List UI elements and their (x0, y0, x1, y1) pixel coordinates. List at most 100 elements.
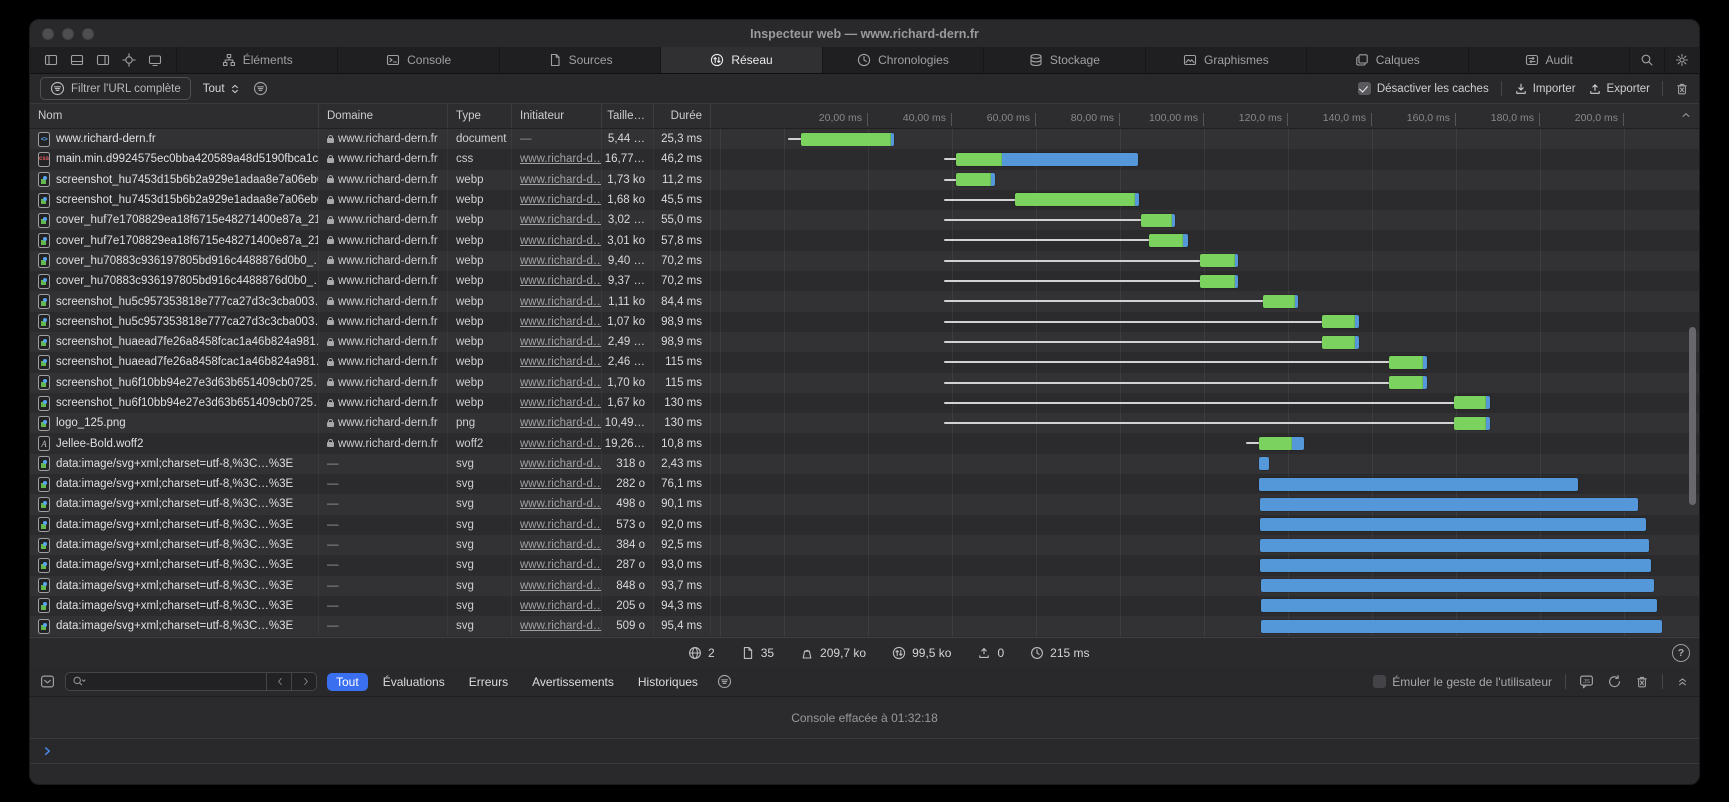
close-button[interactable] (42, 27, 54, 40)
dock-right-icon[interactable] (96, 53, 110, 67)
initiator-link[interactable]: www.richard-d… (520, 336, 602, 349)
initiator-link[interactable]: www.richard-d… (520, 579, 602, 592)
tab-audit[interactable]: Audit (1467, 47, 1629, 73)
console-options-icon[interactable] (717, 674, 732, 689)
initiator-link[interactable]: www.richard-d… (520, 620, 602, 633)
initiator-link[interactable]: www.richard-d… (520, 376, 602, 389)
vertical-scrollbar[interactable] (1689, 327, 1696, 505)
column-header-initiator[interactable]: Initiateur (512, 104, 602, 128)
table-row[interactable]: data:image/svg+xml;charset=utf-8,%3C…%3E… (30, 595, 1699, 617)
initiator-link[interactable]: www.richard-d… (520, 539, 602, 552)
tab-calques[interactable]: Calques (1306, 47, 1467, 73)
column-header-duration[interactable]: Durée (654, 104, 711, 128)
column-header-name[interactable]: Nom (30, 104, 319, 128)
table-row[interactable]: screenshot_huaead7fe26a8458fcac1a46b824a… (30, 331, 1699, 353)
initiator-link[interactable]: www.richard-d… (520, 254, 602, 267)
disable-caches-checkbox[interactable]: Désactiver les caches (1357, 82, 1489, 95)
tab-elements[interactable]: Éléments (176, 47, 337, 73)
initiator-link[interactable]: www.richard-d… (520, 559, 602, 572)
chevron-up-icon[interactable] (1680, 109, 1692, 121)
initiator-link[interactable]: www.richard-d… (520, 214, 602, 227)
tab-sources[interactable]: Sources (498, 47, 660, 73)
dock-left-icon[interactable] (44, 53, 58, 67)
table-row[interactable]: cover_huf7e1708829ea18f6715e48271400e87a… (30, 210, 1699, 231)
initiator-link[interactable]: www.richard-d… (520, 397, 602, 409)
console-filter-erreurs[interactable]: Erreurs (468, 674, 509, 689)
dock-bottom-icon[interactable] (70, 53, 84, 67)
settings-button[interactable] (1664, 47, 1699, 73)
url-filter-field[interactable]: Filtrer l'URL complète (40, 77, 191, 100)
table-row[interactable]: data:image/svg+xml;charset=utf-8,%3C…%3E… (30, 555, 1699, 576)
table-row[interactable]: screenshot_hu6f10bb94e27e3d63b651409cb07… (30, 372, 1699, 393)
console-filter-avertissements[interactable]: Avertissements (532, 674, 614, 689)
initiator-link[interactable]: www.richard-d… (520, 437, 602, 450)
table-row[interactable]: www.richard-dern.fr www.richard-dern.fr … (30, 129, 1699, 150)
initiator-link[interactable]: www.richard-d… (520, 173, 602, 186)
initiator-link[interactable]: www.richard-d… (520, 518, 602, 531)
table-row[interactable]: main.min.d9924575ec0bba420589a48d5190fbc… (30, 149, 1699, 170)
console-filter-box-icon[interactable] (40, 674, 55, 689)
table-row[interactable]: data:image/svg+xml;charset=utf-8,%3C…%3E… (30, 514, 1699, 535)
tab-reseau[interactable]: Réseau (660, 47, 822, 73)
js-context-icon[interactable]: JS (1579, 674, 1594, 689)
initiator-link[interactable]: www.richard-d… (520, 153, 602, 166)
filter-options-icon[interactable] (253, 81, 268, 96)
tab-stockage[interactable]: Stockage (983, 47, 1144, 73)
table-row[interactable]: screenshot_hu5c957353818e777ca27d3c3cba0… (30, 291, 1699, 312)
initiator-link[interactable]: www.richard-d… (520, 194, 602, 207)
inspect-target-icon[interactable] (122, 53, 136, 67)
table-row[interactable]: data:image/svg+xml;charset=utf-8,%3C…%3E… (30, 616, 1699, 637)
resource-scope-select[interactable]: Tout (203, 83, 241, 95)
emulate-user-gesture-checkbox[interactable]: Émuler le geste de l'utilisateur (1373, 675, 1552, 689)
tab-chronologies[interactable]: Chronologies (821, 47, 983, 73)
table-row[interactable]: screenshot_hu5c957353818e777ca27d3c3cba0… (30, 311, 1699, 332)
initiator-link[interactable]: www.richard-d… (520, 356, 602, 369)
table-row[interactable]: cover_hu70883c936197805bd916c4488876d0b0… (30, 250, 1699, 272)
table-row[interactable]: cover_huf7e1708829ea18f6715e48271400e87a… (30, 230, 1699, 251)
initiator-link[interactable]: www.richard-d… (520, 417, 602, 430)
clear-network-trash-icon[interactable] (1675, 82, 1689, 96)
table-row[interactable]: data:image/svg+xml;charset=utf-8,%3C…%3E… (30, 453, 1699, 475)
console-prompt-row[interactable] (30, 739, 1699, 764)
table-row[interactable]: data:image/svg+xml;charset=utf-8,%3C…%3E… (30, 534, 1699, 556)
table-row[interactable]: data:image/svg+xml;charset=utf-8,%3C…%3E… (30, 474, 1699, 495)
console-filter-historiques[interactable]: Historiques (637, 674, 698, 689)
console-search-input[interactable] (90, 673, 266, 690)
table-row[interactable]: logo_125.png www.richard-dern.fr png www… (30, 413, 1699, 434)
next-result-button[interactable] (291, 673, 316, 690)
table-row[interactable]: data:image/svg+xml;charset=utf-8,%3C…%3E… (30, 575, 1699, 596)
console-filter-tout[interactable]: Tout (327, 672, 368, 691)
table-row[interactable]: data:image/svg+xml;charset=utf-8,%3C…%3E… (30, 494, 1699, 515)
table-row[interactable]: screenshot_huaead7fe26a8458fcac1a46b824a… (30, 352, 1699, 373)
table-row[interactable]: Jellee-Bold.woff2 www.richard-dern.fr wo… (30, 433, 1699, 454)
initiator-link[interactable]: www.richard-d… (520, 234, 602, 247)
table-row[interactable]: cover_hu70883c936197805bd916c4488876d0b0… (30, 271, 1699, 292)
table-row[interactable]: screenshot_hu7453d15b6b2a929e1adaa8e7a06… (30, 169, 1699, 190)
initiator-link[interactable]: www.richard-d… (520, 315, 602, 328)
initiator-link[interactable]: www.richard-d… (520, 478, 602, 491)
device-icon[interactable] (148, 53, 162, 67)
initiator-link[interactable]: www.richard-d… (520, 599, 602, 612)
console-search-field[interactable] (65, 672, 317, 691)
tab-console[interactable]: Console (337, 47, 498, 73)
previous-result-button[interactable] (266, 673, 291, 690)
search-button[interactable] (1629, 47, 1664, 73)
tab-graphismes[interactable]: Graphismes (1144, 47, 1306, 73)
column-header-type[interactable]: Type (448, 104, 512, 128)
import-button[interactable]: Importer (1514, 82, 1576, 96)
help-button[interactable]: ? (1672, 643, 1690, 662)
clear-console-trash-icon[interactable] (1635, 675, 1649, 689)
initiator-link[interactable]: www.richard-d… (520, 275, 602, 288)
export-button[interactable]: Exporter (1588, 82, 1650, 96)
table-row[interactable]: screenshot_hu7453d15b6b2a929e1adaa8e7a06… (30, 189, 1699, 211)
console-filter-evaluations[interactable]: Évaluations (382, 674, 445, 689)
table-row[interactable]: screenshot_hu6f10bb94e27e3d63b651409cb07… (30, 392, 1699, 414)
column-header-size[interactable]: Taille… (602, 104, 654, 128)
collapse-chevrons-icon[interactable] (1676, 675, 1689, 688)
initiator-link[interactable]: www.richard-d… (520, 457, 602, 470)
refresh-icon[interactable] (1607, 674, 1622, 689)
initiator-link[interactable]: www.richard-d… (520, 498, 602, 511)
initiator-link[interactable]: www.richard-d… (520, 295, 602, 308)
zoom-button[interactable] (82, 27, 94, 40)
minimize-button[interactable] (62, 27, 74, 40)
